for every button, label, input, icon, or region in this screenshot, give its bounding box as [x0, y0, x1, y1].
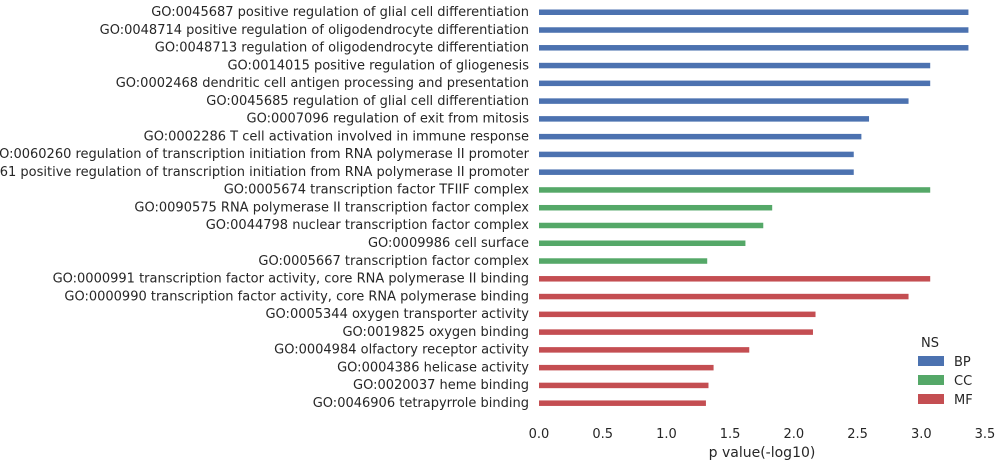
category-label: GO:0014015 positive regulation of glioge… — [227, 58, 529, 73]
category-label: GO:0002286 T cell activation involved in… — [144, 129, 529, 144]
bar-go-0005344 — [539, 311, 816, 318]
category-label: GO:0048714 positive regulation of oligod… — [100, 23, 529, 38]
bar-go-0045685 — [539, 98, 909, 104]
bar-go-0002286 — [539, 133, 862, 140]
x-tick-label: 1.5 — [720, 427, 741, 442]
bar-go-0002468 — [539, 80, 931, 87]
bar-go-0048713 — [539, 45, 969, 51]
bars-group — [539, 9, 969, 406]
category-label: GO:0007096 regulation of exit from mitos… — [247, 112, 530, 127]
category-label: GO:0048713 regulation of oligodendrocyte… — [155, 41, 529, 56]
category-label: GO:0005667 transcription factor complex — [258, 254, 529, 269]
category-label: GO:0002468 dendritic cell antigen proces… — [116, 76, 529, 91]
x-tick-label: 3.0 — [911, 427, 932, 442]
category-label: GO:0044798 nuclear transcription factor … — [206, 218, 530, 233]
category-label: GO:0005674 transcription factor TFIIF co… — [224, 183, 530, 198]
bar-go-0014015 — [539, 62, 931, 69]
bar-go-0000990 — [539, 293, 909, 300]
category-label: GO:0005344 oxygen transporter activity — [265, 307, 529, 322]
bar-go-0090575 — [539, 204, 773, 211]
bar-go-0044798 — [539, 222, 764, 229]
bar-go-0020037 — [539, 382, 709, 389]
legend-title: NS — [921, 336, 939, 351]
category-label: GO:0046906 tetrapyrrole binding — [313, 396, 529, 411]
bar-go-0004984 — [539, 347, 750, 353]
x-tick-labels-group: 0.0 0.5 1.0 1.5 2.0 2.5 3.0 3.5 — [529, 427, 996, 442]
bar-go-0000991 — [539, 276, 931, 282]
category-label: GO:0004386 helicase activity — [337, 360, 529, 375]
category-label: GO:0060260 regulation of transcription i… — [0, 147, 530, 162]
x-tick-label: 1.0 — [656, 427, 677, 442]
category-label: GO:0090575 RNA polymerase II transcripti… — [134, 200, 529, 215]
legend-swatch-cc — [918, 375, 944, 385]
bar-go-0007096 — [539, 116, 870, 122]
category-label: GO:0004984 olfactory receptor activity — [274, 343, 529, 358]
legend-label-bp: BP — [954, 355, 971, 370]
category-labels-group: GO:0045687 positive regulation of glial … — [0, 5, 530, 411]
category-label: GO:0009986 cell surface — [368, 236, 529, 251]
bar-go-0004386 — [539, 364, 714, 371]
x-tick-label: 2.5 — [847, 427, 868, 442]
bar-go-0046906 — [539, 400, 706, 406]
x-axis-label: p value(-log10) — [709, 445, 816, 461]
bar-go-0009986 — [539, 240, 746, 247]
legend-label-mf: MF — [954, 393, 973, 408]
legend: NS BP CC MF — [918, 336, 973, 408]
category-label: GO:0060261 positive regulation of transc… — [0, 165, 530, 180]
category-label: GO:0000990 transcription factor activity… — [64, 289, 529, 304]
bar-go-0060260 — [539, 151, 854, 158]
bar-go-0005674 — [539, 187, 931, 193]
legend-swatch-mf — [918, 394, 944, 404]
legend-label-cc: CC — [954, 374, 972, 389]
category-label: GO:0019825 oxygen binding — [342, 325, 529, 340]
category-label: GO:0045687 positive regulation of glial … — [151, 5, 529, 20]
bar-go-0019825 — [539, 329, 813, 335]
x-tick-label: 3.5 — [975, 427, 996, 442]
x-tick-label: 0.0 — [529, 427, 550, 442]
bar-go-0048714 — [539, 27, 969, 33]
legend-swatch-bp — [918, 356, 944, 366]
category-label: GO:0000991 transcription factor activity… — [53, 272, 529, 287]
category-label: GO:0020037 heme binding — [353, 378, 529, 393]
bar-go-0005667 — [539, 258, 708, 264]
category-label: GO:0045685 regulation of glial cell diff… — [206, 94, 529, 109]
bar-go-0060261 — [539, 169, 854, 175]
bar-go-0045687 — [539, 9, 969, 15]
x-tick-label: 2.0 — [784, 427, 805, 442]
x-tick-label: 0.5 — [592, 427, 613, 442]
